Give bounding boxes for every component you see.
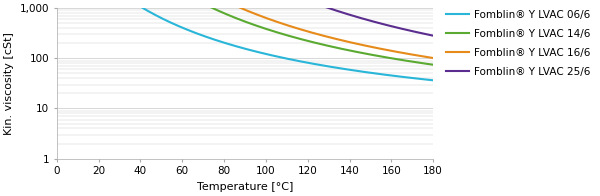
Line: Fomblin® Y LVAC 16/6: Fomblin® Y LVAC 16/6 xyxy=(58,0,433,58)
Legend: Fomblin® Y LVAC 06/6, Fomblin® Y LVAC 14/6, Fomblin® Y LVAC 16/6, Fomblin® Y LVA: Fomblin® Y LVAC 06/6, Fomblin® Y LVAC 14… xyxy=(442,6,595,81)
Fomblin® Y LVAC 14/6 xyxy=(257,26,265,28)
Fomblin® Y LVAC 14/6 xyxy=(235,18,242,20)
Fomblin® Y LVAC 14/6 xyxy=(421,62,428,65)
Fomblin® Y LVAC 16/6 xyxy=(278,22,285,24)
Fomblin® Y LVAC 16/6 xyxy=(362,44,369,47)
Fomblin® Y LVAC 25/6 xyxy=(430,34,437,37)
Fomblin® Y LVAC 16/6 xyxy=(421,55,428,58)
Line: Fomblin® Y LVAC 06/6: Fomblin® Y LVAC 06/6 xyxy=(58,0,433,80)
Fomblin® Y LVAC 14/6 xyxy=(430,64,437,66)
Fomblin® Y LVAC 06/6 xyxy=(362,71,369,73)
Fomblin® Y LVAC 06/6 xyxy=(233,45,240,47)
Line: Fomblin® Y LVAC 14/6: Fomblin® Y LVAC 14/6 xyxy=(58,0,433,65)
Fomblin® Y LVAC 06/6 xyxy=(278,56,285,59)
Fomblin® Y LVAC 06/6 xyxy=(257,52,265,54)
Line: Fomblin® Y LVAC 25/6: Fomblin® Y LVAC 25/6 xyxy=(58,0,433,36)
Y-axis label: Kin. viscosity [cSt]: Kin. viscosity [cSt] xyxy=(4,32,14,135)
Fomblin® Y LVAC 25/6 xyxy=(362,18,369,21)
Fomblin® Y LVAC 16/6 xyxy=(430,57,437,59)
Fomblin® Y LVAC 14/6 xyxy=(278,32,285,35)
Fomblin® Y LVAC 06/6 xyxy=(430,79,437,82)
Fomblin® Y LVAC 25/6 xyxy=(421,33,428,35)
Fomblin® Y LVAC 14/6 xyxy=(362,53,369,55)
Fomblin® Y LVAC 16/6 xyxy=(257,15,265,17)
Fomblin® Y LVAC 06/6 xyxy=(421,78,428,81)
X-axis label: Temperature [°C]: Temperature [°C] xyxy=(197,182,293,192)
Fomblin® Y LVAC 16/6 xyxy=(235,6,242,8)
Fomblin® Y LVAC 16/6 xyxy=(233,5,240,7)
Fomblin® Y LVAC 06/6 xyxy=(235,46,242,48)
Fomblin® Y LVAC 14/6 xyxy=(233,17,240,19)
